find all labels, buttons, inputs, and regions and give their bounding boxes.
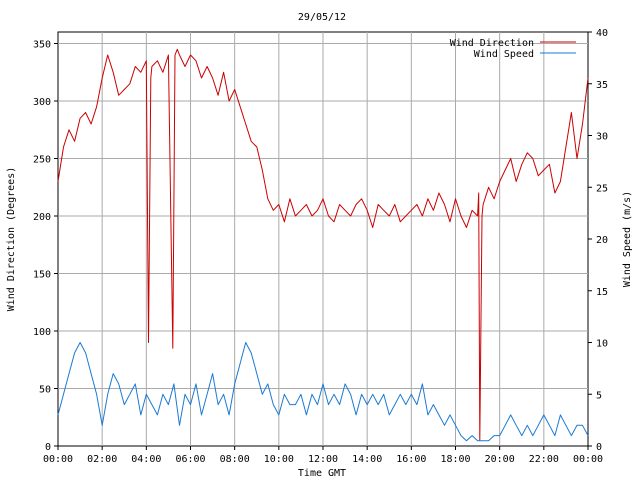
x-axis-label: Time GMT [298,468,346,479]
y-right-tick-label: 30 [596,132,608,143]
y-axis-left-label: Wind Direction (Degrees) [6,167,17,312]
y-axis-left: 0 50 100 150 200 250 300 350 [33,40,58,453]
y-right-tick-label: 10 [596,339,608,350]
x-tick-label: 00:00 [573,454,603,465]
x-tick-label: 12:00 [308,454,338,465]
y-left-tick-label: 350 [33,40,51,51]
x-tick-label: 16:00 [396,454,426,465]
grid [58,32,588,446]
y-right-tick-label: 20 [596,235,608,246]
x-tick-label: 10:00 [264,454,294,465]
x-tick-label: 08:00 [220,454,250,465]
y-axis-right-label: Wind Speed (m/s) [622,191,633,287]
y-left-tick-label: 50 [39,385,51,396]
x-tick-label: 06:00 [175,454,205,465]
legend-label-speed: Wind Speed [474,49,534,60]
y-right-tick-label: 15 [596,287,608,298]
y-left-tick-label: 200 [33,212,51,223]
y-right-tick-label: 5 [596,390,602,401]
series-layer [57,48,589,442]
x-tick-label: 22:00 [529,454,559,465]
y-left-tick-label: 100 [33,327,51,338]
x-tick-label: 18:00 [440,454,470,465]
y-right-tick-label: 40 [596,28,608,39]
series-line-wind-direction [57,48,589,441]
y-axis-right: 0 5 10 15 20 25 30 35 40 [588,28,608,453]
x-tick-label: 02:00 [87,454,117,465]
y-left-tick-label: 300 [33,97,51,108]
y-left-tick-label: 150 [33,270,51,281]
y-left-tick-label: 0 [45,442,51,453]
x-tick-label: 20:00 [485,454,515,465]
y-right-tick-label: 25 [596,183,608,194]
x-axis: 00:00 02:00 04:00 06:00 08:00 10:00 12:00 14:00… [43,446,603,465]
y-left-tick-label: 250 [33,155,51,166]
legend-label-direction: Wind Direction [450,38,534,49]
y-right-tick-label: 0 [596,442,602,453]
series-line-wind-speed [57,342,589,442]
x-tick-label: 04:00 [131,454,161,465]
y-right-tick-label: 35 [596,80,608,91]
x-tick-label: 00:00 [43,454,73,465]
x-tick-label: 14:00 [352,454,382,465]
legend: Wind Direction Wind Speed [450,38,576,60]
chart-title: 29/05/12 [298,12,346,23]
